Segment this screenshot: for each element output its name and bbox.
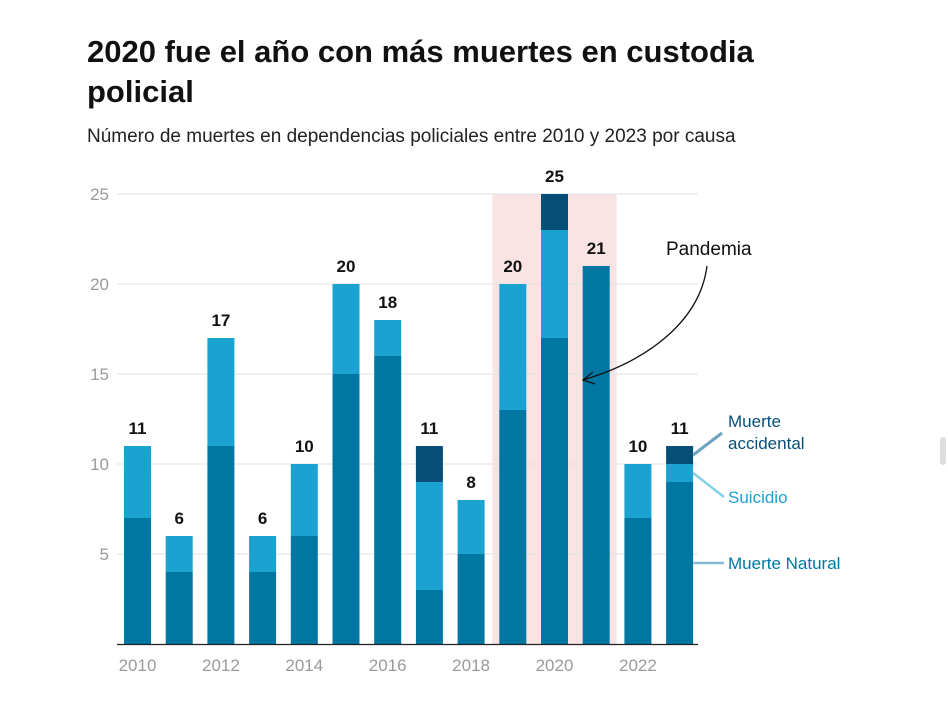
bar-2017-series-0 <box>415 590 443 644</box>
x-tick-label-2018: 2018 <box>452 656 490 675</box>
total-label-2019: 20 <box>503 257 522 276</box>
x-tick-label-2020: 2020 <box>536 656 574 675</box>
bar-2022-series-0 <box>624 518 652 644</box>
bar-2019-series-0 <box>499 410 527 644</box>
total-label-2021: 21 <box>587 239 606 258</box>
x-tick-label-2022: 2022 <box>619 656 657 675</box>
y-tick-label-10: 10 <box>90 455 109 474</box>
pandemia-annotation: Pandemia <box>581 239 752 385</box>
legend-label-accidental-line-0: Muerte <box>728 412 781 431</box>
bar-2014-series-1 <box>290 464 318 536</box>
bar-2017-series-2 <box>415 446 443 482</box>
bar-2010-series-0 <box>124 518 151 644</box>
y-tick-label-20: 20 <box>90 275 109 294</box>
bar-2021-series-0 <box>582 266 610 644</box>
chart-subtitle: Número de muertes en dependencias polici… <box>87 126 736 147</box>
bar-2023-series-1 <box>666 464 694 482</box>
total-label-2010: 11 <box>129 419 147 438</box>
total-label-2013: 6 <box>258 509 267 528</box>
bar-2020-series-2 <box>541 194 568 230</box>
y-tick-label-15: 15 <box>90 365 109 384</box>
pandemia-arrow-head <box>581 371 596 385</box>
bar-2018-series-0 <box>457 554 485 644</box>
total-label-2017: 11 <box>420 419 438 438</box>
legend-label-suicidio: Suicidio <box>728 488 788 507</box>
bar-2023-series-2 <box>666 446 694 464</box>
bar-2016-series-0 <box>374 356 402 644</box>
y-tick-label-25: 25 <box>90 185 109 204</box>
legend: Muerte accidental Suicidio Muerte Natural <box>692 412 840 573</box>
bar-2014-series-0 <box>290 536 318 644</box>
chart-title: 2020 fue el año con más muertes en custo… <box>87 34 754 109</box>
total-label-2023: 11 <box>671 419 689 438</box>
x-tick-label-2012: 2012 <box>202 656 240 675</box>
total-label-2018: 8 <box>466 473 475 492</box>
legend-leader-suicidio <box>692 472 725 498</box>
bar-2012-series-1 <box>207 338 235 446</box>
bar-2015-series-0 <box>332 374 360 644</box>
total-label-2016: 18 <box>378 293 397 312</box>
bar-2020-series-1 <box>541 230 568 338</box>
bar-2022-series-1 <box>624 464 652 518</box>
total-label-2020: 25 <box>545 167 564 186</box>
total-label-2015: 20 <box>337 257 356 276</box>
total-labels: 11 6 17 6 10 20 18 11 8 20 25 21 10 11 <box>129 167 689 528</box>
x-tick-labels: 2010 2012 2014 2016 2018 2020 2022 <box>119 656 657 675</box>
x-tick-label-2010: 2010 <box>119 656 157 675</box>
bar-2017-series-1 <box>415 482 443 590</box>
pandemia-label: Pandemia <box>666 239 752 260</box>
total-label-2011: 6 <box>174 509 183 528</box>
bar-2018-series-1 <box>457 500 485 554</box>
legend-label-accidental-line-1: accidental <box>728 434 805 453</box>
y-tick-labels: 5 10 15 20 25 <box>90 185 109 564</box>
bar-2023-series-0 <box>666 482 694 644</box>
x-tick-label-2016: 2016 <box>369 656 407 675</box>
scrollbar-thumb[interactable] <box>940 437 946 465</box>
bar-2013-series-1 <box>249 536 277 572</box>
bar-2011-series-1 <box>165 536 193 572</box>
legend-label-natural: Muerte Natural <box>728 554 840 573</box>
bar-2020-series-0 <box>541 338 568 644</box>
bar-2010-series-1 <box>124 446 151 518</box>
total-label-2022: 10 <box>628 437 647 456</box>
bar-2013-series-0 <box>249 572 277 644</box>
bar-2012-series-0 <box>207 446 235 644</box>
x-tick-label-2014: 2014 <box>285 656 323 675</box>
bars <box>124 194 694 644</box>
total-label-2014: 10 <box>295 437 314 456</box>
y-tick-label-5: 5 <box>100 545 109 564</box>
bar-2011-series-0 <box>165 572 193 644</box>
total-label-2012: 17 <box>211 311 230 330</box>
legend-leader-accidental <box>692 431 723 457</box>
bar-2016-series-1 <box>374 320 402 356</box>
bar-2015-series-1 <box>332 284 360 374</box>
bar-2019-series-1 <box>499 284 527 410</box>
pandemia-arrow-line <box>582 265 708 381</box>
